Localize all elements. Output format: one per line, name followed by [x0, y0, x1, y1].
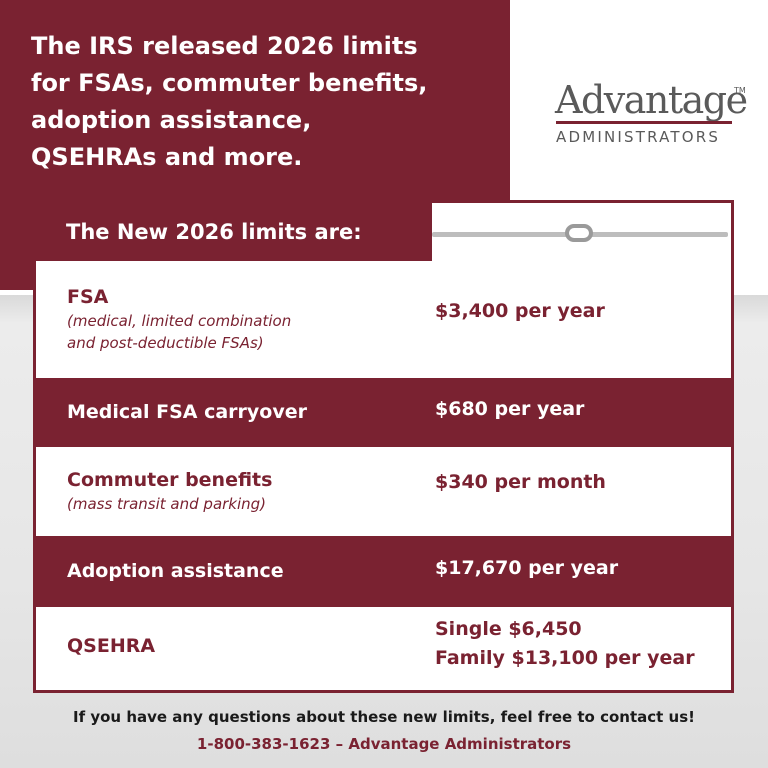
title: QSEHRAs and more. — [31, 143, 303, 171]
row-value: Single $6,450 — [435, 618, 582, 640]
row-value: $17,670 per year — [435, 557, 619, 579]
row-label: Medical FSA carryover — [67, 400, 308, 423]
logo-trademark: TM — [734, 86, 746, 95]
row-value: $340 per month — [435, 471, 606, 493]
table-heading: The New 2026 limits are: — [36, 203, 432, 261]
row-value: $680 per year — [435, 398, 585, 420]
table-row: Medical FSA carryover $680 per year — [36, 378, 731, 447]
logo-rule — [556, 121, 732, 124]
row-label: Commuter benefits — [67, 468, 273, 491]
row-note: and post-deductible FSAs) — [67, 334, 264, 352]
knot — [565, 224, 593, 242]
title: The IRS released 2026 limits — [31, 32, 418, 60]
row-note: (medical, limited combination — [67, 312, 292, 330]
row-label: Adoption assistance — [67, 559, 284, 582]
logo-subtitle: ADMINISTRATORS — [556, 128, 721, 146]
table-row: QSEHRA Single $6,450 Family $13,100 per ye… — [36, 607, 731, 687]
table-row: Commuter benefits (mass transit and parki… — [36, 447, 731, 536]
row-value: Family $13,100 per year — [435, 647, 695, 669]
title: for FSAs, commuter benefits, — [31, 69, 428, 97]
footer-text: If you have any questions about these ne… — [73, 708, 695, 726]
row-label: FSA — [67, 286, 109, 308]
row-label: QSEHRA — [67, 635, 156, 657]
logo: Advantage — [555, 78, 748, 122]
footer-contact: 1-800-383-1623 – Advantage Administrator… — [196, 735, 572, 753]
row-value: $3,400 per year — [435, 299, 605, 322]
table-row: Adoption assistance $17,670 per year — [36, 536, 731, 607]
table-row: FSA (medical, limited combination and post… — [36, 262, 731, 378]
row-note: (mass transit and parking) — [67, 494, 267, 513]
title: adoption assistance, — [31, 106, 312, 134]
